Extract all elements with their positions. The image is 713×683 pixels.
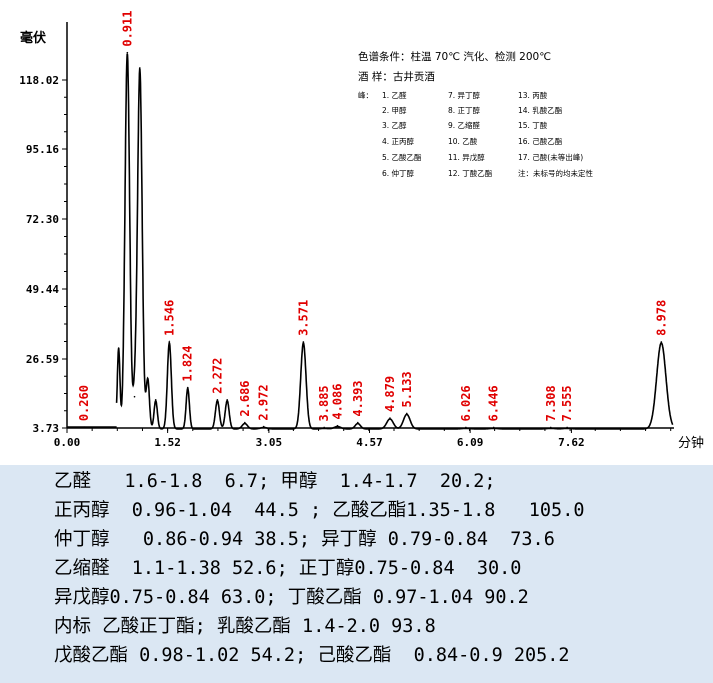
peak-apex (216, 398, 219, 401)
chromatogram-panel: 毫伏分钟 118.02 95.16 72.30 49.44 26.59 3.73 0.00 1.… (0, 0, 713, 465)
peak-apex (389, 417, 391, 419)
peak-apex (356, 421, 359, 424)
chromatogram-trace (115, 53, 674, 430)
peak-rt-label: 7.308 (544, 385, 558, 421)
peak-legend-item: 4. 正丙醇 (382, 137, 415, 146)
peak-legend-item: 15. 丁酸 (518, 121, 548, 130)
data-line: 正丙醇 0.96-1.04 44.5 ; 乙酸乙酯1.35-1.8 105.0 (54, 500, 585, 521)
chromatography-conditions: 色谱条件：柱温 70℃ 汽化、检测 200℃ (358, 51, 551, 63)
peak-rt-label: 0.260 (77, 385, 91, 421)
peak-rt-label: 7.555 (560, 385, 574, 421)
peak-rt-label: 0.911 (120, 11, 134, 47)
peak-rt-label: 4.086 (330, 384, 344, 420)
data-line: 乙缩醛 1.1-1.38 52.6; 正丁醇0.75-0.84 30.0 (54, 558, 522, 579)
peak-apex (146, 377, 149, 380)
peak-apex (549, 426, 552, 429)
peak-apex (244, 421, 246, 424)
peak-legend-item: 14. 乳酸乙酯 (518, 106, 563, 115)
peak-legend: 峰： 1. 乙醛 7. 异丁醇 13. 丙酸 2. 甲醇 8. 正丁醇 14. … (358, 90, 688, 180)
x-tick-label: 1.52 (154, 436, 181, 449)
peak-rt-label: 5.133 (400, 371, 414, 407)
peak-apex (154, 398, 157, 401)
data-line: 乙醛 1.6-1.8 6.7; 甲醇 1.4-1.7 20.2; (54, 471, 496, 492)
peak-apex (492, 426, 495, 429)
peak-rt-label: 4.879 (383, 376, 397, 412)
peak-legend-item: 7. 异丁醇 (448, 91, 481, 100)
x-axis-label: 分钟 (678, 435, 704, 451)
peak-apex (465, 426, 467, 429)
peak-apex (262, 425, 265, 428)
y-tick-label: 49.44 (26, 283, 59, 296)
peak-legend-item: 13. 丙酸 (518, 91, 548, 100)
y-tick-label: 118.02 (19, 74, 59, 87)
peak-apex (566, 426, 568, 429)
content-data-list: 乙醛 1.6-1.8 6.7; 甲醇 1.4-1.7 20.2; 正丙醇 0.9… (54, 467, 704, 670)
x-tick-label: 7.62 (558, 436, 585, 449)
y-tick-label: 95.16 (26, 143, 59, 156)
x-tick-label: 0.00 (54, 436, 81, 449)
peak-apex (168, 341, 171, 343)
x-tick-label: 4.57 (356, 436, 383, 449)
peak-rt-label: 1.546 (162, 300, 176, 336)
peak-legend-item: 10. 乙酸 (448, 137, 478, 146)
peak-legend-item: 12. 丁酸乙酯 (448, 169, 493, 178)
data-line: 戊酸乙酯 0.98-1.02 54.2; 己酸乙酯 0.84-0.9 205.2 (54, 645, 570, 666)
peak-legend-item: 3. 乙醇 (382, 121, 407, 130)
peak-rt-label: 8.978 (654, 300, 668, 336)
data-line: 内标 乙酸正丁酯; 乳酸乙酯 1.4-2.0 93.8 (54, 616, 436, 637)
peak-legend-item: 17. 己酸(未等出峰) (518, 153, 584, 162)
data-line: 仲丁醇 0.86-0.94 38.5; 异丁醇 0.79-0.84 73.6 (54, 529, 555, 550)
peak-legend-item: 6. 仲丁醇 (382, 169, 415, 178)
peak-apex (226, 398, 228, 401)
peak-legend-item: 2. 甲醇 (382, 106, 407, 115)
peak-apex (186, 386, 189, 389)
peak-apex (302, 341, 305, 343)
y-axis-label: 毫伏 (20, 30, 46, 46)
peak-apex (83, 426, 86, 428)
peak-apex (660, 341, 663, 343)
peak-apex (405, 412, 408, 415)
peak-legend-item: 5. 乙酸乙酯 (382, 153, 422, 162)
peak-apex (133, 395, 136, 398)
x-tick-label: 3.05 (256, 436, 283, 449)
peak-legend-item: 1. 乙醛 (382, 91, 407, 100)
peak-legend-item: 11. 异戊醇 (448, 153, 485, 162)
peak-legend-item: 16. 己酸乙酯 (518, 137, 563, 146)
peak-rt-label: 1.824 (181, 345, 195, 381)
peak-apex (126, 51, 129, 54)
peak-rt-label: 2.272 (210, 358, 224, 394)
x-tick-label: 6.09 (457, 436, 484, 449)
y-tick-label: 3.73 (33, 422, 60, 435)
data-line: 异戊醇0.75-0.84 63.0; 丁酸乙酯 0.97-1.04 90.2 (54, 587, 529, 608)
peak-rt-label: 2.972 (257, 384, 271, 420)
peak-legend-item: 9. 乙缩醛 (448, 121, 481, 130)
peak-legend-item: 注：未标号的均未定性 (518, 169, 593, 178)
peak-legend-head: 峰： (358, 91, 373, 100)
peak-rt-label: 3.885 (317, 385, 331, 421)
peak-apex (323, 426, 325, 429)
peak-apex (336, 424, 339, 427)
peak-legend-item: 8. 正丁醇 (448, 106, 481, 115)
y-tick-label: 72.30 (26, 213, 59, 226)
peak-rt-label: 4.393 (351, 380, 365, 416)
peak-apex (139, 67, 141, 69)
y-tick-label: 26.59 (26, 353, 59, 366)
peak-rt-label: 3.571 (296, 300, 310, 336)
peak-rt-label: 6.026 (459, 385, 473, 421)
peak-rt-label: 2.686 (238, 380, 252, 416)
peak-apex (117, 347, 120, 349)
peak-rt-label: 6.446 (487, 385, 501, 421)
sample-name: 酒 样：古井贡酒 (358, 71, 435, 83)
